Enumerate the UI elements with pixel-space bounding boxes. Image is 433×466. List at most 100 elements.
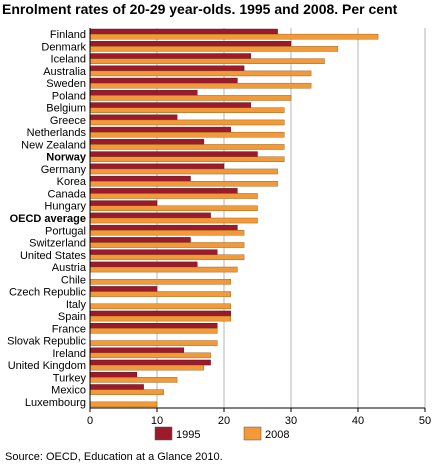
- category-label-poland: Poland: [52, 90, 86, 102]
- bar-1995-netherlands: [89, 126, 231, 133]
- category-label-spain: Spain: [58, 311, 86, 323]
- bar-2008-austria: [89, 266, 238, 273]
- chart-subtitle: 1995 and 2008. Per cent: [239, 1, 398, 17]
- category-label-oecd-average: OECD average: [10, 213, 86, 225]
- bar-1995-denmark: [89, 41, 292, 47]
- category-label-sweden: Sweden: [46, 78, 86, 90]
- bar-2008-oecd-average: [89, 217, 258, 224]
- bar-1995-mexico: [89, 384, 144, 390]
- bar-1995-new-zealand: [89, 139, 205, 145]
- bar-2008-new-zealand: [89, 144, 285, 150]
- category-label-belgium: Belgium: [46, 103, 86, 115]
- category-label-mexico: Mexico: [51, 385, 86, 397]
- bar-2008-sweden: [89, 82, 312, 89]
- bar-1995-oecd-average: [89, 212, 211, 219]
- bar-1995-sweden: [89, 77, 238, 84]
- bar-2008-hungary: [89, 205, 258, 212]
- x-tick-label-10: 10: [151, 415, 163, 427]
- bar-2008-iceland: [89, 58, 325, 64]
- category-label-austria: Austria: [52, 262, 87, 274]
- bar-2008-united-states: [89, 254, 245, 261]
- bar-1995-united-states: [89, 249, 218, 255]
- bar-2008-luxembourg: [89, 401, 158, 408]
- bar-2008-turkey: [89, 377, 178, 383]
- x-tick-label-30: 30: [285, 415, 297, 427]
- bar-1995-france: [89, 322, 218, 329]
- category-label-new-zealand: New Zealand: [21, 139, 86, 151]
- category-label-italy: Italy: [66, 299, 87, 311]
- category-label-australia: Australia: [43, 66, 87, 78]
- bar-2008-norway: [89, 156, 285, 162]
- bar-1995-belgium: [89, 102, 252, 108]
- category-label-czech-republic: Czech Republic: [9, 287, 87, 299]
- category-label-chile: Chile: [61, 274, 86, 286]
- bar-2008-italy: [89, 303, 231, 310]
- legend-1995-swatch: [154, 426, 173, 441]
- bar-2008-netherlands: [89, 131, 285, 138]
- chart-title-main: Enrolment rates of 20-29 year-olds.: [2, 1, 236, 17]
- bar-2008-korea: [89, 180, 278, 187]
- chart-title: Enrolment rates of 20-29 year-olds. 1995…: [2, 1, 432, 17]
- bar-1995-hungary: [89, 200, 158, 206]
- bar-2008-greece: [89, 119, 285, 126]
- bar-1995-ireland: [89, 347, 185, 354]
- bar-1995-poland: [89, 90, 198, 96]
- legend-1995-label: 1995: [176, 429, 200, 441]
- bar-2008-germany: [89, 168, 278, 175]
- category-label-ireland: Ireland: [52, 348, 86, 360]
- category-label-turkey: Turkey: [53, 372, 87, 384]
- bar-1995-germany: [89, 163, 225, 170]
- bar-2008-belgium: [89, 107, 285, 113]
- bar-1995-portugal: [89, 224, 238, 231]
- category-label-hungary: Hungary: [44, 201, 86, 213]
- bar-1995-iceland: [89, 53, 252, 59]
- bar-2008-czech-republic: [89, 291, 231, 297]
- bar-1995-austria: [89, 261, 198, 268]
- bar-1995-czech-republic: [89, 286, 158, 292]
- bar-2008-switzerland: [89, 242, 245, 248]
- x-tick-label-20: 20: [218, 415, 230, 427]
- bar-1995-turkey: [89, 372, 138, 378]
- bar-2008-spain: [89, 315, 231, 322]
- bar-2008-slovak-republic: [89, 340, 218, 346]
- bar-1995-spain: [89, 310, 231, 317]
- bar-1995-korea: [89, 175, 191, 182]
- category-label-switzerland: Switzerland: [29, 238, 86, 250]
- bar-2008-finland: [89, 33, 379, 40]
- category-label-slovak-republic: Slovak Republic: [7, 336, 86, 348]
- bar-2008-poland: [89, 95, 292, 101]
- bar-1995-united-kingdom: [89, 359, 211, 366]
- bar-2008-canada: [89, 193, 258, 199]
- category-label-luxembourg: Luxembourg: [25, 397, 86, 409]
- category-label-norway: Norway: [46, 152, 87, 164]
- bar-2008-portugal: [89, 230, 245, 236]
- bar-2008-ireland: [89, 352, 211, 359]
- bar-2008-france: [89, 328, 218, 334]
- category-label-france: France: [52, 323, 86, 335]
- bar-1995-norway: [89, 151, 258, 157]
- x-tick-label-50: 50: [419, 415, 431, 427]
- source-note: Source: OECD, Education at a Glance 2010…: [5, 451, 223, 463]
- bar-1995-switzerland: [89, 237, 191, 243]
- bar-2008-chile: [89, 279, 231, 285]
- category-label-united-kingdom: United Kingdom: [8, 360, 86, 372]
- category-label-germany: Germany: [41, 164, 87, 176]
- category-label-netherlands: Netherlands: [27, 127, 87, 139]
- category-label-iceland: Iceland: [51, 54, 86, 66]
- legend-2008-label: 2008: [265, 429, 289, 441]
- bar-1995-finland: [89, 28, 278, 35]
- bar-2008-australia: [89, 70, 312, 77]
- category-label-canada: Canada: [47, 188, 86, 200]
- category-label-greece: Greece: [50, 115, 86, 127]
- bar-2008-mexico: [89, 389, 164, 395]
- category-label-finland: Finland: [50, 29, 86, 41]
- category-label-portugal: Portugal: [45, 225, 86, 237]
- bar-2008-denmark: [89, 46, 339, 52]
- category-label-united-states: United States: [20, 250, 87, 262]
- bar-1995-canada: [89, 188, 238, 194]
- bar-1995-greece: [89, 114, 178, 121]
- bar-2008-united-kingdom: [89, 364, 205, 371]
- legend-2008-swatch: [243, 426, 262, 441]
- bar-1995-australia: [89, 65, 245, 72]
